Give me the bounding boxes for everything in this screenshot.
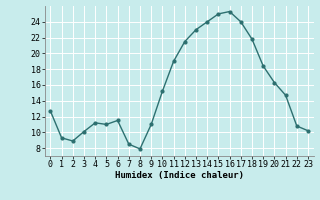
X-axis label: Humidex (Indice chaleur): Humidex (Indice chaleur) bbox=[115, 171, 244, 180]
